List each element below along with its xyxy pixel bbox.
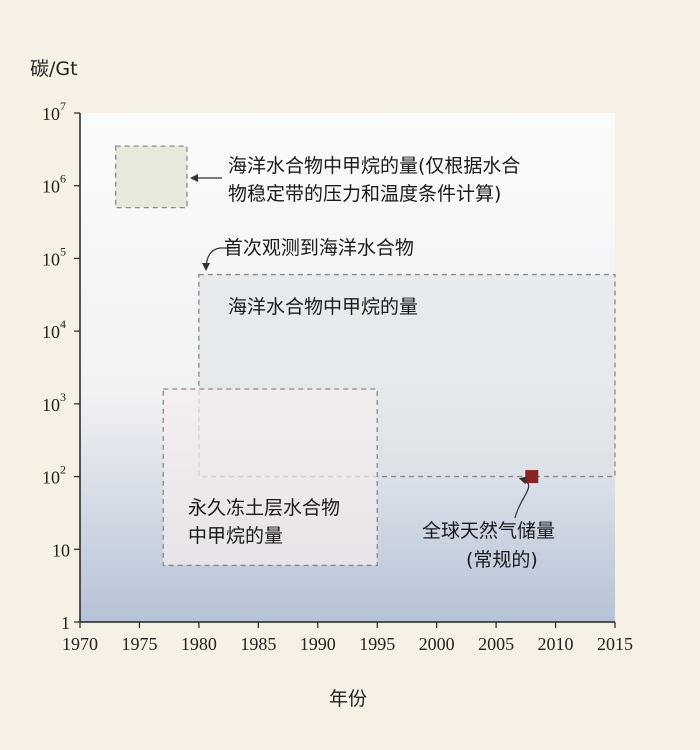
x-axis-title: 年份 [329, 688, 367, 710]
y-tick-label: 106 [42, 172, 66, 197]
y-tick-label: 10 [52, 540, 70, 560]
point-marker [525, 470, 539, 484]
annotation-label: 首次观测到海洋水合物 [224, 237, 414, 259]
region-label: 物稳定带的压力和温度条件计算) [228, 183, 501, 205]
point-arrow [514, 476, 530, 519]
annotation-arrow [202, 247, 236, 271]
x-tick-label: 1990 [300, 634, 336, 654]
x-tick-label: 1975 [121, 634, 157, 654]
annotations-layer: 首次观测到海洋水合物 [202, 237, 414, 271]
region-label: 海洋水合物中甲烷的量 [228, 296, 418, 318]
x-tick-label: 1980 [181, 634, 217, 654]
y-tick-label: 105 [42, 244, 66, 269]
region-label: 海洋水合物中甲烷的量(仅根据水合 [228, 155, 520, 177]
x-tick-label: 2000 [419, 634, 455, 654]
y-tick-base: 10 [42, 104, 60, 124]
y-tick-base: 1 [61, 613, 70, 633]
x-tick-label: 2015 [597, 634, 633, 654]
y-tick-base: 10 [42, 395, 60, 415]
y-tick-exponent: 7 [60, 99, 66, 113]
y-tick-exponent: 2 [60, 463, 66, 477]
y-tick-label: 1 [61, 613, 70, 633]
y-axis-title: 碳/Gt [30, 58, 78, 80]
y-tick-base: 10 [42, 249, 60, 269]
y-tick-label: 104 [42, 317, 66, 342]
y-tick-exponent: 6 [60, 172, 66, 186]
x-tick-label: 1995 [359, 634, 395, 654]
point-label: 全球天然气储量 [422, 520, 555, 542]
y-tick-base: 10 [42, 322, 60, 342]
x-tick-label: 1985 [240, 634, 276, 654]
x-ticks: 1970 1975 1980 1985 1990 1995 2000 2005 2010 2015 [62, 622, 633, 654]
y-tick-exponent: 3 [60, 390, 66, 404]
x-tick-label: 2005 [478, 634, 514, 654]
region-box [115, 145, 188, 209]
x-tick-label: 1970 [62, 634, 98, 654]
region-box [162, 388, 378, 567]
region-label: 中甲烷的量 [188, 525, 283, 547]
region-label: 永久冻土层水合物 [188, 497, 340, 519]
y-tick-label: 103 [42, 390, 66, 415]
y-tick-base: 10 [52, 540, 70, 560]
point-label: (常规的) [466, 549, 538, 571]
region-box [198, 273, 616, 478]
y-tick-exponent: 4 [60, 317, 66, 331]
y-tick-exponent: 5 [60, 244, 66, 258]
y-tick-base: 10 [42, 468, 60, 488]
points-layer: 全球天然气储量 (常规的) [422, 470, 555, 571]
y-tick-base: 10 [42, 177, 60, 197]
x-tick-label: 2010 [538, 634, 574, 654]
y-tick-label: 107 [42, 99, 66, 124]
y-tick-label: 102 [42, 463, 66, 488]
